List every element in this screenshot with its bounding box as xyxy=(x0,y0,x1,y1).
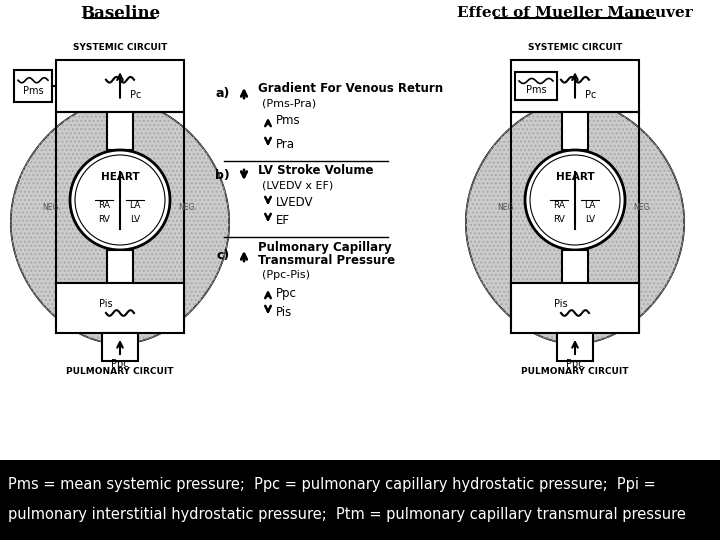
Text: Pis: Pis xyxy=(99,299,113,309)
Text: Pulmonary Capillary: Pulmonary Capillary xyxy=(258,240,392,253)
Text: RA: RA xyxy=(98,200,110,210)
Text: c): c) xyxy=(217,249,230,262)
Polygon shape xyxy=(11,101,229,344)
Text: LVEDV: LVEDV xyxy=(276,197,313,210)
Text: Pms: Pms xyxy=(526,85,546,95)
Text: Pis: Pis xyxy=(554,299,568,309)
Text: RV: RV xyxy=(98,215,110,225)
Text: NEG.: NEG. xyxy=(498,204,516,213)
Circle shape xyxy=(70,150,170,250)
Text: LV Stroke Volume: LV Stroke Volume xyxy=(258,165,374,178)
Bar xyxy=(515,72,557,100)
Bar xyxy=(511,60,639,112)
Bar xyxy=(102,333,138,361)
Text: (LVEDV x EF): (LVEDV x EF) xyxy=(262,180,333,190)
Text: RA: RA xyxy=(553,200,565,210)
Bar xyxy=(562,250,588,283)
Text: Pra: Pra xyxy=(276,138,295,151)
Bar xyxy=(562,112,588,150)
Text: RV: RV xyxy=(553,215,565,225)
Text: Pc: Pc xyxy=(585,90,597,100)
Text: LV: LV xyxy=(130,215,140,225)
Text: Gradient For Venous Return: Gradient For Venous Return xyxy=(258,83,443,96)
Text: Effect of Mueller Maneuver: Effect of Mueller Maneuver xyxy=(457,6,693,20)
Text: Baseline: Baseline xyxy=(80,4,160,22)
Polygon shape xyxy=(466,101,684,344)
Text: Pms: Pms xyxy=(276,114,301,127)
Text: b): b) xyxy=(215,168,230,181)
Text: LA: LA xyxy=(130,200,140,210)
Text: PULMONARY CIRCUIT: PULMONARY CIRCUIT xyxy=(66,367,174,375)
Text: LA: LA xyxy=(585,200,595,210)
Bar xyxy=(56,60,184,112)
Text: HEART: HEART xyxy=(101,172,139,183)
Text: (Pms-Pra): (Pms-Pra) xyxy=(262,98,316,108)
Bar xyxy=(557,333,593,361)
Text: pulmonary interstitial hydrostatic pressure;  Ptm = pulmonary capillary transmur: pulmonary interstitial hydrostatic press… xyxy=(8,508,686,523)
Text: Ppc: Ppc xyxy=(111,359,129,369)
Text: Pms = mean systemic pressure;  Ppc = pulmonary capillary hydrostatic pressure;  : Pms = mean systemic pressure; Ppc = pulm… xyxy=(8,477,656,492)
Text: SYSTEMIC CIRCUIT: SYSTEMIC CIRCUIT xyxy=(528,44,622,52)
Text: NEG.: NEG. xyxy=(634,204,652,213)
Text: Ppc: Ppc xyxy=(276,287,297,300)
Bar xyxy=(107,112,133,150)
Bar xyxy=(511,283,639,333)
Text: LV: LV xyxy=(585,215,595,225)
Text: a): a) xyxy=(215,86,230,99)
Text: PULMONARY CIRCUIT: PULMONARY CIRCUIT xyxy=(521,367,629,375)
Text: Pc: Pc xyxy=(130,90,142,100)
Text: SYSTEMIC CIRCUIT: SYSTEMIC CIRCUIT xyxy=(73,44,167,52)
Text: NEG.: NEG. xyxy=(179,204,197,213)
Circle shape xyxy=(530,155,620,245)
Text: HEART: HEART xyxy=(556,172,594,183)
Text: Pms: Pms xyxy=(23,86,43,96)
Text: Pis: Pis xyxy=(276,306,292,319)
Bar xyxy=(14,70,52,102)
Bar xyxy=(56,283,184,333)
Text: NEG.: NEG. xyxy=(42,204,61,213)
Bar xyxy=(0,460,720,540)
Circle shape xyxy=(75,155,165,245)
Text: EF: EF xyxy=(276,213,290,226)
Bar xyxy=(107,250,133,283)
Text: Transmural Pressure: Transmural Pressure xyxy=(258,254,395,267)
Text: Ppc: Ppc xyxy=(566,359,584,369)
Text: (Ppc-Pis): (Ppc-Pis) xyxy=(262,270,310,280)
Circle shape xyxy=(525,150,625,250)
